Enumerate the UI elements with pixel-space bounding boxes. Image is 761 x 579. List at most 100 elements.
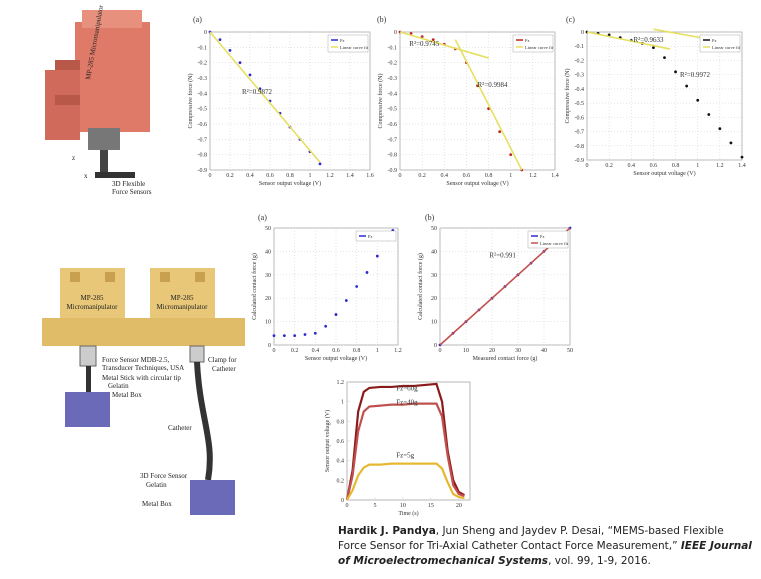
data-point [741, 156, 744, 159]
x-tick-label: 1.2 [326, 173, 334, 179]
x-tick-label: 1.4 [738, 163, 746, 169]
x-tick-label: 0.4 [312, 348, 320, 354]
y-tick-label: -0.1 [198, 45, 208, 51]
data-point [239, 61, 242, 64]
figure-canvas: MP-285 Micromanipulator 3D Flexible Forc… [0, 0, 761, 579]
y-tick-label: 0 [434, 343, 437, 349]
x-axis-label: Sensor output voltage (V) [633, 170, 695, 177]
data-point [314, 332, 317, 335]
label: 3D Force Sensor [140, 472, 188, 480]
y-tick-label: 0.2 [337, 478, 345, 484]
y-tick-label: -0.8 [575, 144, 585, 150]
y-tick-label: 40 [265, 249, 271, 255]
legend-label: Fz [525, 38, 530, 43]
x-tick-label: 0.8 [286, 173, 294, 179]
y-tick-label: 10 [265, 320, 271, 326]
label: Micromanipulator [67, 303, 119, 311]
data-point [324, 325, 327, 328]
y-tick-label: 50 [265, 226, 271, 232]
annotation: Fz=40g [396, 398, 418, 406]
y-tick-label: -0.9 [198, 168, 208, 174]
annotation: Fz=5g [396, 452, 414, 460]
x-tick-label: 0.2 [418, 173, 426, 179]
y-tick-label: -0.2 [575, 58, 585, 64]
data-point [696, 99, 699, 102]
x-tick-label: 0.4 [628, 163, 636, 169]
y-tick-label: -0.3 [575, 73, 585, 79]
data-point [293, 334, 296, 337]
data-point [376, 255, 379, 258]
y-tick-label: -0.2 [198, 61, 208, 67]
x-tick-label: 1 [309, 173, 312, 179]
x-tick-label: 0 [586, 163, 589, 169]
x-axis-label: Sensor output voltage (V) [305, 355, 367, 362]
y-tick-label: -0.6 [198, 122, 208, 128]
data-point [366, 271, 369, 274]
data-point [730, 142, 733, 145]
label: Gelatin [146, 481, 167, 489]
x-tick-label: 0.8 [485, 173, 493, 179]
y-tick-label: 0 [394, 30, 397, 36]
y-tick-label: -0.3 [388, 76, 398, 82]
panel-label: (b) [425, 213, 435, 222]
label: MP-285 [171, 294, 194, 302]
y-tick-label: -0.5 [575, 101, 585, 107]
x-tick-label: 0.6 [650, 163, 658, 169]
data-point [249, 74, 252, 77]
x-axis-label: Sensor output voltage (V) [259, 180, 321, 187]
y-axis-label: Compressive force (N) [187, 74, 194, 129]
y-tick-label: 0 [204, 30, 207, 36]
label: Gelatin [108, 382, 129, 390]
y-tick-label: -0.4 [388, 91, 398, 97]
x-tick-label: 0.6 [266, 173, 274, 179]
x-tick-label: 1.2 [394, 348, 402, 354]
x-tick-label: 0.8 [353, 348, 361, 354]
label: Metal Box [112, 391, 142, 399]
label: z [72, 154, 75, 162]
label: Transducer Techniques, USA [102, 364, 184, 372]
annotation: Fz=60g [396, 384, 418, 392]
annotation: R²=0.9745 [409, 40, 439, 48]
data-point [355, 285, 358, 288]
x-tick-label: 0.4 [441, 173, 449, 179]
y-tick-label: 10 [431, 320, 437, 326]
annotation: R²=0.9872 [242, 88, 272, 96]
data-point [685, 85, 688, 88]
legend-label: Fz [340, 38, 345, 43]
label: Micromanipulator [157, 303, 209, 311]
data-point [707, 113, 710, 116]
y-axis-label: Calculated contact force (g) [251, 253, 258, 320]
data-point [335, 313, 338, 316]
label: Catheter [212, 365, 236, 373]
y-tick-label: 0.6 [337, 439, 345, 445]
x-tick-label: 0.8 [672, 163, 680, 169]
x-tick-label: 0.2 [291, 348, 299, 354]
x-tick-label: 1.2 [716, 163, 724, 169]
y-axis-label: Compressive force (N) [564, 69, 571, 124]
legend-label: Linear curve fit [712, 45, 741, 50]
label: Force Sensors [112, 188, 152, 196]
x-tick-label: 1.4 [551, 173, 559, 179]
panel-label: (a) [193, 15, 202, 24]
label: Clamp for [208, 356, 237, 364]
y-axis-label: Sensor output voltage (V) [324, 410, 331, 472]
data-point [674, 70, 677, 73]
legend-label: Linear curve fit [540, 241, 569, 246]
legend-label: Fz [368, 234, 373, 239]
x-tick-label: 30 [515, 348, 521, 354]
x-tick-label: 1.2 [529, 173, 537, 179]
y-tick-label: -0.7 [388, 137, 398, 143]
data-point [229, 49, 232, 52]
y-tick-label: -0.8 [388, 153, 398, 159]
data-point [345, 299, 348, 302]
y-tick-label: 30 [431, 273, 437, 279]
x-tick-label: 0.2 [605, 163, 613, 169]
x-tick-label: 0.4 [246, 173, 254, 179]
y-tick-label: -0.4 [198, 91, 208, 97]
y-tick-label: 40 [431, 249, 437, 255]
label: x [84, 172, 88, 180]
slide: MP-285 Micromanipulator 3D Flexible Forc… [0, 0, 761, 579]
y-tick-label: -0.1 [575, 44, 585, 50]
x-tick-label: 1.4 [346, 173, 354, 179]
annotation: R²=0.991 [489, 251, 516, 259]
